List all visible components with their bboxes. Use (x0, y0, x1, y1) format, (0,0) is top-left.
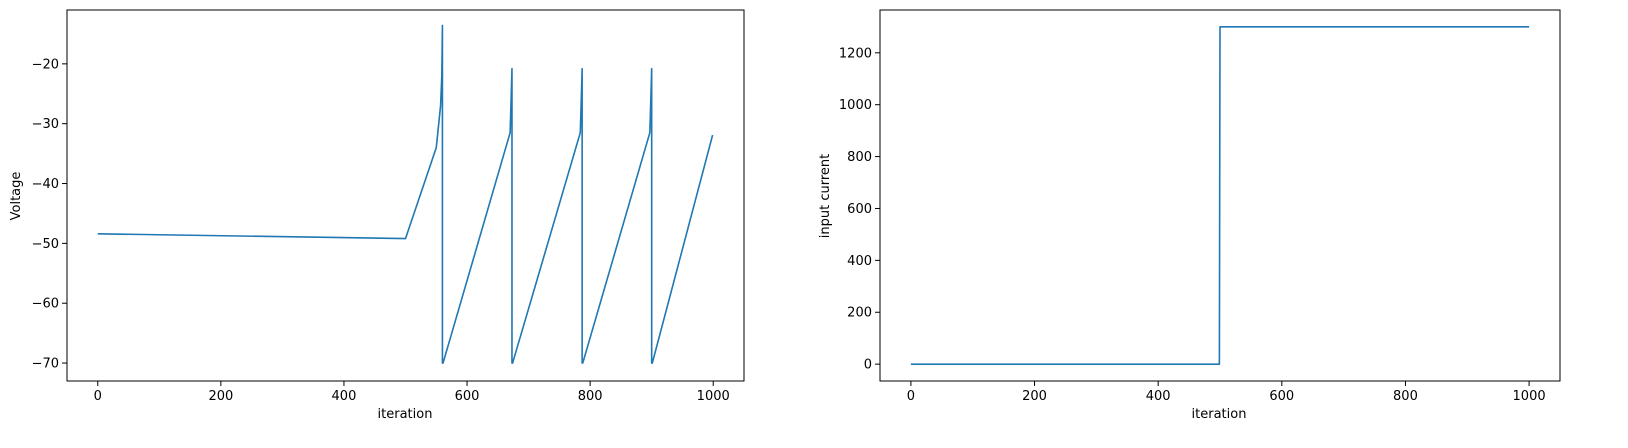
voltage-x-tick-label: 400 (332, 389, 357, 404)
input-current-x-tick-label: 600 (1269, 389, 1294, 404)
input-current-y-tick-label: 1000 (839, 98, 872, 113)
input-current-x-tick-label: 800 (1393, 389, 1418, 404)
input-current-y-tick-label: 400 (847, 254, 872, 269)
input-current-x-tick-label: 0 (907, 389, 915, 404)
voltage-plot-frame (66, 9, 745, 382)
voltage-y-tick-label: −60 (32, 297, 59, 312)
input-current-y-tick-label: 200 (847, 306, 872, 321)
voltage-x-tick-label: 800 (578, 389, 603, 404)
input-current-x-tick-label: 400 (1146, 389, 1171, 404)
voltage-y-tick-label: −70 (32, 357, 59, 372)
voltage-series-line-0 (97, 24, 714, 364)
input-current-series-line-0 (910, 26, 1530, 365)
input-current-x-axis-label: iteration (1192, 407, 1247, 422)
voltage-x-axis-label: iteration (378, 407, 433, 422)
input-current-plot-frame (879, 9, 1561, 382)
voltage-y-tick-label: −20 (32, 57, 59, 72)
voltage-y-tick-label: −30 (32, 117, 59, 132)
input-current-y-axis-label: input current (818, 154, 833, 238)
voltage-x-tick-label: 200 (208, 389, 233, 404)
input-current-x-tick-label: 1000 (1513, 389, 1546, 404)
input-current-y-tick-label: 800 (847, 150, 872, 165)
voltage-subplot: iteration Voltage 0 200 400 600 800 1000 −70 −6… (9, 9, 745, 422)
voltage-y-axis-label: Voltage (9, 172, 24, 221)
input-current-subplot: iteration input current 0 200 400 600 800 100… (818, 9, 1561, 422)
voltage-y-tick-label: −50 (32, 237, 59, 252)
input-current-y-tick-label: 1200 (839, 46, 872, 61)
input-current-y-tick-label: 600 (847, 202, 872, 217)
voltage-y-tick-label: −40 (32, 177, 59, 192)
voltage-x-tick-label: 600 (455, 389, 480, 404)
input-current-x-tick-label: 200 (1022, 389, 1047, 404)
voltage-x-tick-label: 0 (94, 389, 102, 404)
input-current-y-tick-label: 0 (864, 358, 872, 373)
voltage-x-tick-label: 1000 (697, 389, 730, 404)
